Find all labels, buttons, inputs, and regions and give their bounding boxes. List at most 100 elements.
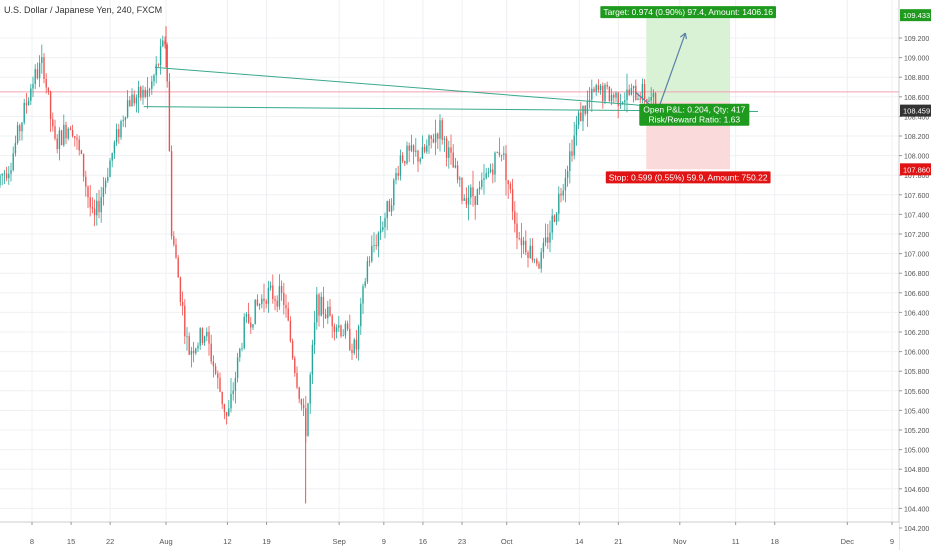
candle-body (487, 171, 490, 174)
candle-body (155, 64, 157, 76)
candle-body (544, 237, 547, 243)
candle-body (470, 187, 472, 198)
candle-body (16, 125, 19, 143)
candle-body (593, 88, 595, 92)
candle-body (621, 102, 624, 104)
candle-body (186, 336, 188, 338)
candle-body (527, 252, 529, 258)
candle-body (3, 173, 6, 175)
candle-body (19, 125, 21, 132)
candle-body (412, 145, 415, 152)
candle-body (333, 326, 336, 332)
candle-body (146, 90, 149, 97)
candle-body (269, 285, 272, 288)
candle-body (166, 44, 168, 82)
x-tick-label: 22 (106, 537, 114, 546)
y-tick-label: 105.200 (904, 428, 929, 435)
trendline-1[interactable] (154, 66, 658, 108)
candle-body (525, 240, 527, 253)
candle-body (265, 300, 267, 304)
candle-body (555, 213, 558, 222)
candle-body (234, 377, 237, 391)
y-tick-label: 106.000 (904, 350, 929, 357)
stop-price-badge: 107.860 (900, 163, 931, 176)
candle-body (329, 306, 331, 316)
candle-body (157, 64, 160, 66)
candle-body (137, 86, 140, 98)
candle-body (423, 146, 426, 152)
price-axis[interactable]: 109.200 109.000 108.800 108.600 108.400 108.2… (898, 0, 932, 550)
candle-body (564, 177, 567, 191)
candle-body (434, 133, 437, 143)
candle-body (575, 124, 578, 136)
time-axis[interactable]: 8 15 22 Aug 12 19 Sep 9 16 23 Oct 14 21 Nov 11 18 Dec 9 (0, 521, 899, 550)
candle-body (151, 81, 153, 90)
candle-body (80, 150, 83, 154)
candle-body (298, 387, 300, 400)
candle-body (287, 308, 289, 321)
candle-body (613, 94, 615, 98)
candle-body (82, 153, 85, 177)
x-tick-label: 12 (223, 537, 231, 546)
candle-body (437, 133, 439, 139)
candle-body (342, 335, 344, 337)
candle-body (529, 245, 531, 258)
candle-body (140, 86, 142, 98)
y-tick-label: 107.200 (904, 232, 929, 239)
candle-body (267, 287, 270, 304)
candle-body (476, 189, 479, 205)
candle-body (109, 160, 111, 178)
candle-body (637, 98, 639, 101)
candle-body (401, 155, 404, 162)
candle-body (300, 399, 303, 405)
candle-body (122, 120, 124, 122)
svg-text:108.459: 108.459 (903, 107, 930, 116)
candle-body (100, 196, 102, 213)
stop-label[interactable]: Stop: 0.599 (0.55%) 59.9, Amount: 750.22 (605, 171, 771, 184)
candle-body (599, 85, 602, 91)
candle-body (192, 350, 195, 354)
candle-body (331, 315, 333, 327)
candle-body (588, 99, 591, 102)
candle-body (604, 84, 606, 102)
candle-body (111, 153, 113, 161)
candle-body (386, 201, 388, 219)
candle-body (5, 173, 8, 179)
candle-body (349, 328, 351, 350)
candle-body (212, 361, 215, 367)
candle-body (313, 322, 316, 345)
candle-body (443, 138, 446, 140)
current-price-badge: 108.459 (900, 104, 931, 117)
candle-body (318, 294, 320, 316)
candle-body (190, 350, 193, 355)
candle-body (445, 138, 448, 158)
candle-body (531, 245, 534, 261)
y-tick-label: 107.800 (904, 173, 929, 180)
candle-body (252, 324, 254, 328)
candle-body (217, 373, 219, 378)
candle-body (560, 193, 562, 196)
candle-body (307, 403, 309, 436)
candle-body (87, 186, 89, 198)
candle-body (630, 88, 633, 95)
y-tick-label: 104.400 (904, 506, 929, 513)
candle-body (107, 177, 109, 181)
candle-body (344, 323, 347, 336)
candle-body (254, 299, 256, 325)
candle-body (261, 298, 263, 305)
candle-body (76, 137, 78, 140)
target-price-badge: 109.433 (900, 9, 931, 22)
candle-body (419, 158, 421, 162)
target-label[interactable]: Target: 0.974 (0.90%) 97.4, Amount: 1406… (600, 6, 776, 19)
candle-body (56, 138, 58, 150)
candle-body (30, 88, 32, 101)
candle-body (580, 112, 582, 122)
candle-body (133, 94, 135, 104)
candle-body (320, 296, 322, 316)
candle-body (85, 176, 87, 187)
candle-body (395, 173, 397, 180)
candle-body (375, 245, 377, 247)
